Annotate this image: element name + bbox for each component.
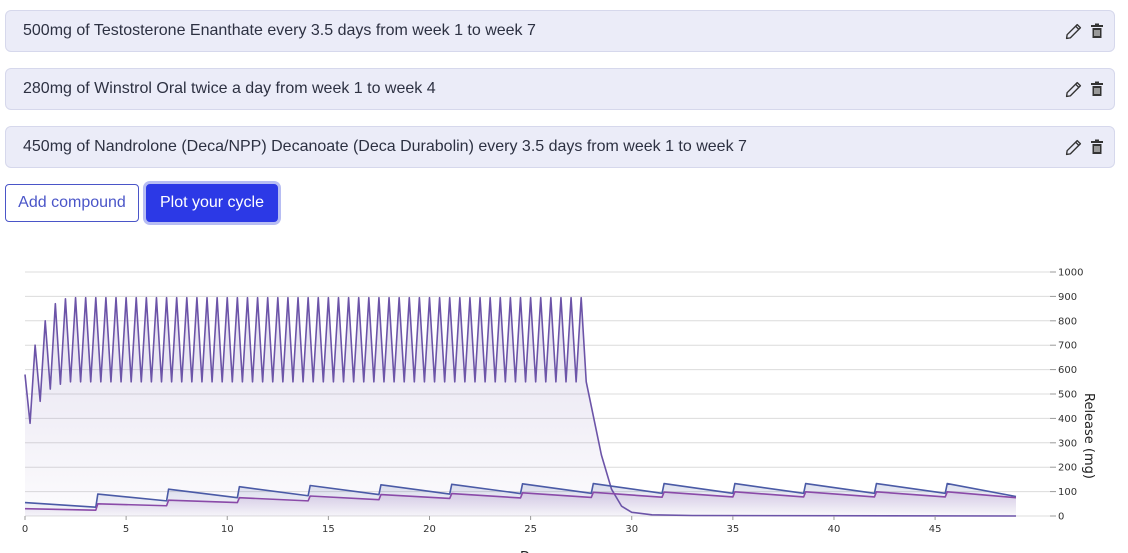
series-area <box>25 491 1016 516</box>
series-area <box>25 297 1016 516</box>
y-tick-label: 800 <box>1058 316 1077 327</box>
trash-icon[interactable] <box>1088 79 1106 99</box>
y-tick-label: 600 <box>1058 365 1077 376</box>
x-tick-label: 5 <box>123 524 129 535</box>
y-tick-label: 300 <box>1058 438 1077 449</box>
y-tick-label: 0 <box>1058 512 1064 523</box>
chart-areas <box>25 297 1016 516</box>
y-tick-label: 700 <box>1058 341 1077 352</box>
release-chart: 0 100 200 300 400 500 600 700 800 900 1000 0 5 10 15 2… <box>22 268 1096 553</box>
compound-description: 500mg of Testosterone Enanthate every 3.… <box>23 22 536 39</box>
compound-description: 280mg of Winstrol Oral twice a day from … <box>23 80 436 97</box>
row-actions <box>1064 21 1106 41</box>
add-compound-button[interactable]: Add compound <box>5 184 139 222</box>
x-tick-label: 40 <box>828 524 841 535</box>
x-tick-label: 25 <box>524 524 537 535</box>
y-tick-label: 500 <box>1058 390 1077 401</box>
y-tick-label: 100 <box>1058 487 1077 498</box>
compound-row: 280mg of Winstrol Oral twice a day from … <box>5 68 1115 110</box>
x-axis-label: D <box>520 550 530 553</box>
x-tick-label: 15 <box>322 524 335 535</box>
x-tick-label: 0 <box>22 524 28 535</box>
y-tick-label: 900 <box>1058 292 1077 303</box>
x-tick-label: 30 <box>625 524 638 535</box>
x-tick-label: 20 <box>423 524 436 535</box>
pencil-icon[interactable] <box>1064 137 1082 157</box>
plot-cycle-button[interactable]: Plot your cycle <box>146 184 278 222</box>
series-line <box>24 491 1017 511</box>
trash-icon[interactable] <box>1088 21 1106 41</box>
x-tick-label: 35 <box>726 524 739 535</box>
x-tick-label: 10 <box>221 524 234 535</box>
row-actions <box>1064 79 1106 99</box>
y-tick-label: 400 <box>1058 414 1077 425</box>
compound-row: 500mg of Testosterone Enanthate every 3.… <box>5 10 1115 52</box>
compound-row: 450mg of Nandrolone (Deca/NPP) Decanoate… <box>5 126 1115 168</box>
y-axis-label: Release (mg) <box>1081 393 1096 479</box>
y-axis-ticks: 0 100 200 300 400 500 600 700 800 900 1000 <box>1050 268 1083 523</box>
pencil-icon[interactable] <box>1064 21 1082 41</box>
pencil-icon[interactable] <box>1064 79 1082 99</box>
series-line <box>24 482 1017 509</box>
x-axis-ticks: 0 5 10 15 20 25 30 35 40 45 <box>22 516 942 535</box>
chart-lines <box>24 296 1017 517</box>
series-line <box>24 296 1017 517</box>
x-tick-label: 45 <box>929 524 942 535</box>
y-tick-label: 200 <box>1058 463 1077 474</box>
compound-description: 450mg of Nandrolone (Deca/NPP) Decanoate… <box>23 138 747 155</box>
row-actions <box>1064 137 1106 157</box>
y-tick-label: 1000 <box>1058 268 1083 279</box>
trash-icon[interactable] <box>1088 137 1106 157</box>
